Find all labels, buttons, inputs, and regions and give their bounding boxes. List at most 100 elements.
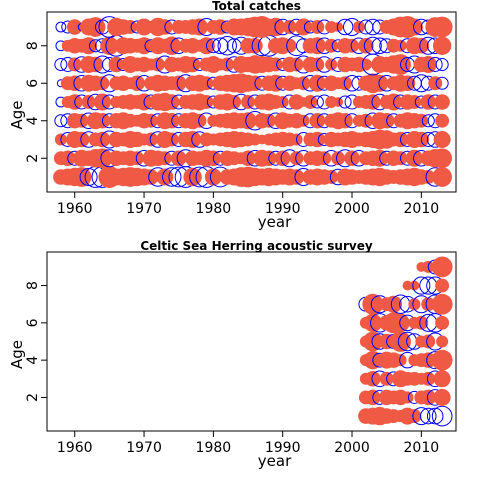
bubble-positive	[67, 57, 82, 72]
bubble-positive	[303, 95, 318, 109]
y-tick-label: 4	[25, 356, 41, 365]
bubble-positive	[333, 22, 344, 32]
bubble-positive	[434, 94, 450, 110]
chart-panel-1: Total catches 1960 1970 1980 1990 2000 2010 yea…	[8, 0, 457, 231]
bubble-positive	[401, 391, 414, 404]
bubble-positive	[310, 57, 325, 72]
bubble-positive	[344, 150, 360, 167]
bubble-positive	[431, 349, 453, 371]
bubble-positive	[66, 19, 83, 35]
bubble-positive	[402, 280, 413, 291]
bubble-positive	[433, 388, 451, 406]
y-tick-label: 2	[25, 154, 41, 163]
bubble-positive	[192, 113, 207, 128]
x-axis-label: year	[258, 213, 292, 231]
bubble-positive	[261, 113, 276, 128]
bubble-positive	[268, 57, 283, 72]
bubble-positive	[432, 148, 452, 169]
bubble-positive	[420, 352, 437, 368]
bubble-positive	[240, 150, 256, 167]
bubble-positive	[408, 298, 421, 311]
bubble-negative	[412, 407, 431, 426]
bubble-positive	[391, 313, 410, 333]
bubble-positive	[130, 151, 145, 166]
bubble-positive	[212, 19, 229, 35]
bubble-positive	[123, 20, 138, 34]
bubble-positive	[324, 38, 339, 53]
bubble-positive	[371, 74, 389, 92]
chart-panel-2: Celtic Sea Herring acoustic survey 1960 19…	[8, 239, 457, 470]
bubble-positive	[289, 151, 304, 166]
bubble-negative	[217, 36, 237, 56]
bubble-negative	[55, 21, 67, 33]
plot-frame	[46, 11, 457, 193]
y-tick-label: 8	[25, 281, 41, 290]
bubble-positive	[266, 17, 285, 37]
bubble-negative	[421, 114, 435, 128]
bubble-negative	[419, 276, 438, 295]
bubble-positive	[413, 37, 430, 54]
bubble-positive	[296, 76, 311, 91]
bubble-positive	[405, 149, 423, 167]
bubble-positive	[81, 95, 96, 109]
bubble-positive	[282, 20, 297, 34]
bubble-positive	[421, 371, 436, 386]
bubble-positive	[317, 151, 332, 166]
bubble-negative	[363, 36, 382, 55]
bubble-positive	[428, 76, 443, 91]
bubble-negative	[310, 95, 324, 109]
bubble-positive	[94, 131, 111, 148]
bubble-positive	[309, 131, 326, 148]
bubble-positive	[80, 37, 98, 55]
bubble-positive	[414, 315, 429, 330]
bubble-positive	[359, 58, 372, 71]
x-tick-label: 1990	[265, 440, 301, 456]
bubble-negative	[412, 276, 431, 295]
bubble-positive	[324, 170, 339, 184]
bubble-positive	[331, 151, 346, 166]
bubble-positive	[288, 169, 305, 185]
bubble-negative	[212, 37, 229, 55]
x-tick-label: 2010	[404, 440, 440, 456]
x-tick-label: 1960	[57, 440, 93, 456]
x-tick-label: 1970	[126, 440, 162, 456]
bubble-positive	[95, 76, 110, 91]
bubble-positive	[436, 335, 449, 348]
bubble-positive	[433, 370, 451, 388]
chart-title: Celtic Sea Herring acoustic survey	[140, 239, 373, 253]
x-tick-label: 2000	[334, 201, 370, 217]
bubble-positive	[184, 56, 201, 73]
y-tick-label: 8	[25, 41, 41, 50]
chart-title: Total catches	[212, 0, 301, 13]
bubble-positive	[66, 75, 83, 92]
bubble-positive	[362, 293, 384, 315]
bubble-positive	[421, 297, 436, 312]
bubble-positive	[150, 57, 165, 72]
bubble-positive	[432, 167, 452, 187]
bubble-positive	[325, 20, 338, 34]
bubble-positive	[288, 94, 305, 110]
bubble-positive	[220, 57, 235, 72]
bubble-positive	[431, 293, 453, 315]
bubble-positive	[156, 168, 174, 186]
bubble-positive	[390, 331, 411, 352]
bubble-positive	[239, 112, 257, 130]
x-tick-label: 2010	[404, 201, 440, 217]
bubble-positive	[433, 130, 451, 149]
bubble-positive	[294, 18, 313, 36]
bubble-positive	[435, 278, 450, 293]
bubble-positive	[204, 168, 222, 186]
bubble-positive	[227, 95, 242, 109]
bubble-positive	[100, 36, 119, 55]
bubble-positive	[363, 313, 383, 333]
bubble-positive	[358, 37, 374, 54]
y-tick-label: 6	[25, 79, 41, 88]
bubble-negative	[54, 114, 68, 128]
bubble-positive	[407, 95, 422, 109]
bubble-positive	[345, 38, 359, 53]
bubble-positive	[135, 37, 153, 55]
bubble-positive	[184, 130, 202, 149]
bubble-positive	[190, 18, 209, 36]
bubble-positive	[274, 150, 291, 167]
bubble-positive	[405, 18, 423, 36]
